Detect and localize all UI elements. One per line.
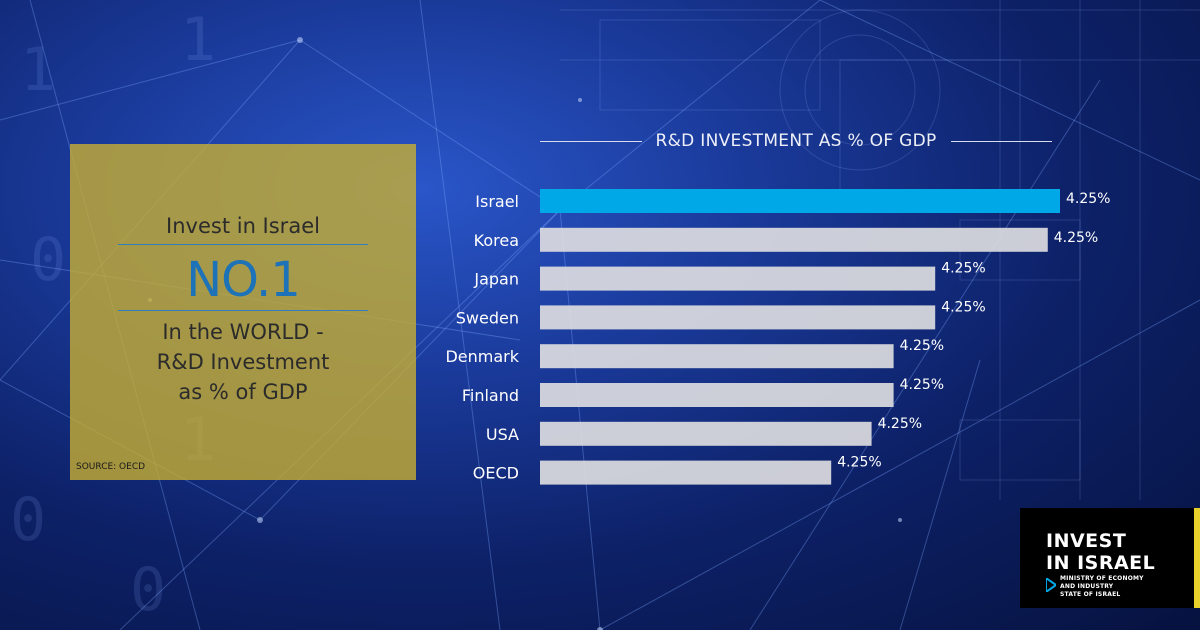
svg-text:0: 0 xyxy=(30,225,66,295)
chart-title-row: R&D INVESTMENT AS % OF GDP xyxy=(540,131,1053,151)
value-label: 4.25% xyxy=(900,338,944,354)
logo-line1: INVEST xyxy=(1046,530,1127,552)
bar xyxy=(540,227,1048,252)
invest-in-israel-logo: INVEST IN ISRAEL MINISTRY OF ECONOMY AND… xyxy=(1020,508,1200,608)
category-label: OECD xyxy=(473,464,519,483)
svg-text:1: 1 xyxy=(20,35,56,105)
bar xyxy=(540,421,872,446)
rank-number: NO.1 xyxy=(186,252,301,308)
svg-text:1: 1 xyxy=(180,5,216,75)
value-label: 4.25% xyxy=(1066,191,1110,207)
category-label: Denmark xyxy=(445,347,519,366)
category-label: USA xyxy=(486,425,519,444)
svg-text:0: 0 xyxy=(130,555,166,625)
logo-ministry-line3: STATE OF ISRAEL xyxy=(1060,591,1121,598)
play-arrow-icon xyxy=(1046,578,1056,592)
logo-accent-stripe xyxy=(1194,508,1200,608)
panel-subtitle-line1: In the WORLD - xyxy=(162,320,324,344)
logo-ministry-line2: AND INDUSTRY xyxy=(1060,583,1114,590)
bar xyxy=(540,305,936,330)
bar xyxy=(540,266,936,291)
bar xyxy=(540,344,894,369)
svg-text:0: 0 xyxy=(10,485,46,555)
value-label: 4.25% xyxy=(900,377,944,393)
category-label: Japan xyxy=(473,270,519,289)
chart-title: R&D INVESTMENT AS % OF GDP xyxy=(655,131,937,151)
bar-highlight xyxy=(540,189,1060,213)
panel-subtitle-line3: as % of GDP xyxy=(178,380,308,404)
panel-heading: Invest in Israel xyxy=(166,214,320,238)
bar xyxy=(540,460,832,485)
category-label: Finland xyxy=(462,386,519,405)
panel-divider-bottom xyxy=(118,310,368,311)
bar xyxy=(540,383,894,407)
headline-panel: Invest in Israel NO.1 In the WORLD - R&D… xyxy=(70,144,416,480)
panel-subtitle-line2: R&D Investment xyxy=(156,350,330,374)
category-label: Sweden xyxy=(456,308,519,327)
title-rule-left xyxy=(540,140,642,142)
source-note: SOURCE: OECD xyxy=(76,462,146,472)
logo-ministry-line1: MINISTRY OF ECONOMY xyxy=(1060,575,1144,582)
category-label: Korea xyxy=(474,231,519,250)
title-rule-right xyxy=(950,140,1053,142)
value-label: 4.25% xyxy=(941,261,985,277)
value-label: 4.25% xyxy=(1054,230,1098,246)
category-label: Israel xyxy=(475,192,519,211)
value-label: 4.25% xyxy=(878,416,922,432)
value-label: 4.25% xyxy=(941,299,985,315)
value-label: 4.25% xyxy=(837,455,881,471)
logo-line2: IN ISRAEL xyxy=(1046,552,1156,574)
panel-divider-top xyxy=(118,244,368,245)
